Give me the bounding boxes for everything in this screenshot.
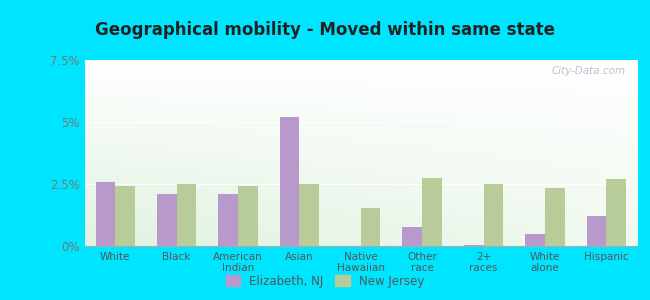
Bar [300,184,319,246]
Text: City-Data.com: City-Data.com [552,66,626,76]
Bar [157,194,177,246]
Bar [96,182,115,246]
Legend: Elizabeth, NJ, New Jersey: Elizabeth, NJ, New Jersey [222,271,428,291]
Bar [402,227,422,246]
Bar [177,184,196,246]
Bar [545,188,565,246]
Bar [464,245,484,246]
Bar [606,179,626,246]
Bar [361,208,380,246]
Bar [587,216,606,246]
Text: Geographical mobility - Moved within same state: Geographical mobility - Moved within sam… [95,21,555,39]
Bar [422,178,442,246]
Bar [280,117,300,246]
Bar [484,184,503,246]
Bar [218,194,238,246]
Bar [525,234,545,246]
Bar [238,187,257,246]
Bar [115,187,135,246]
